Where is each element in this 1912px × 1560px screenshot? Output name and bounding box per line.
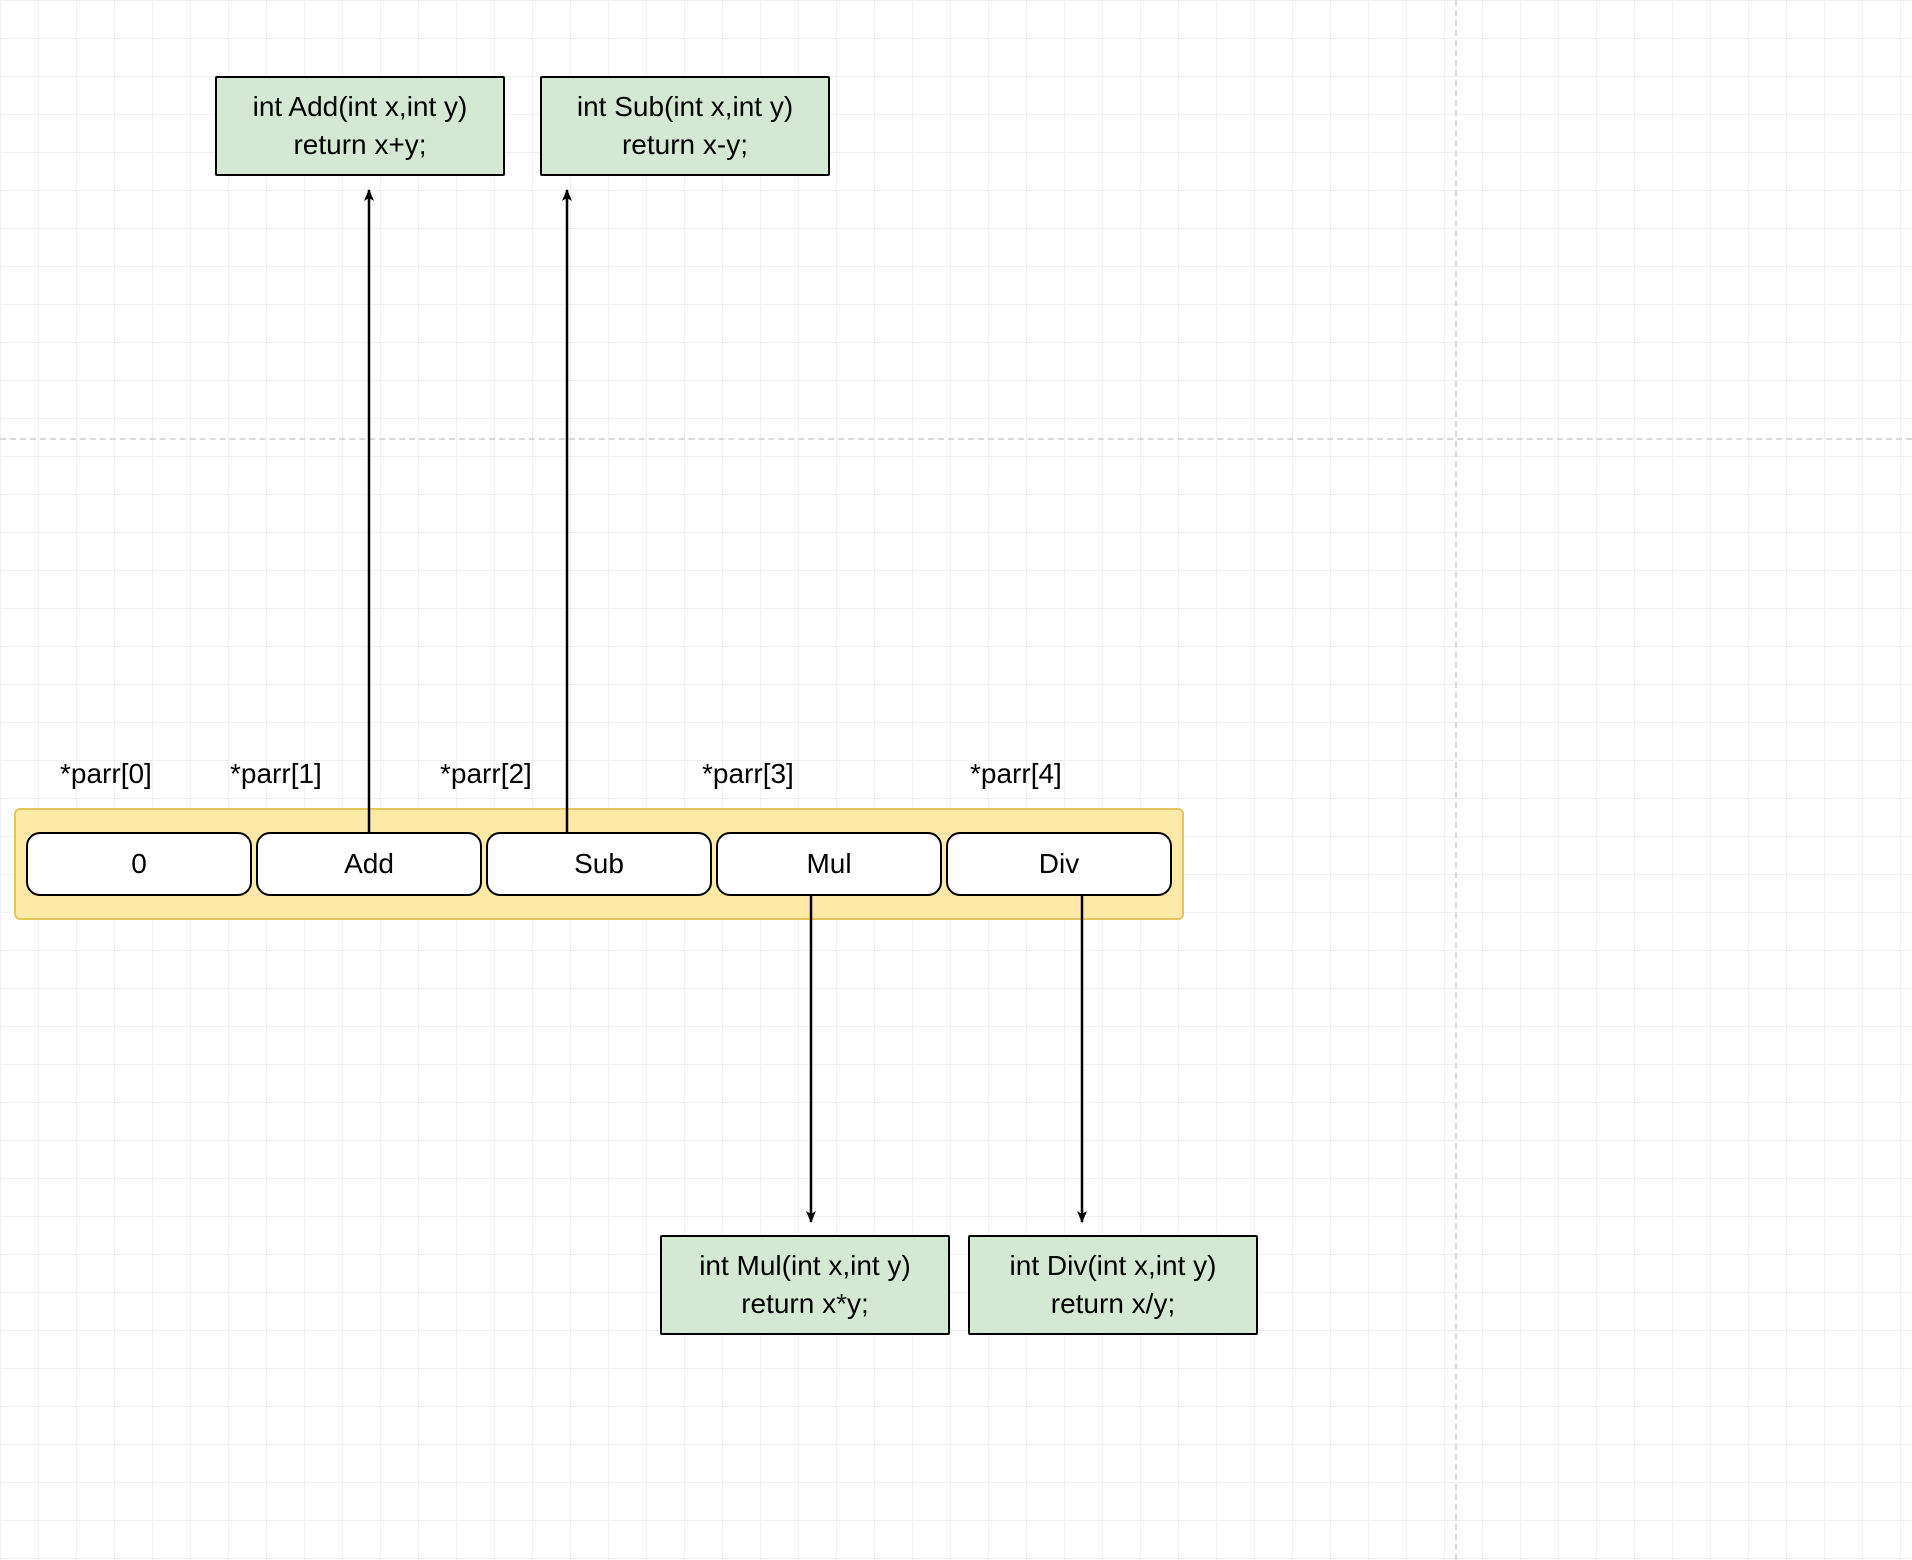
- func-box-sub: int Sub(int x,int y) return x-y;: [540, 76, 830, 176]
- array-label-1: *parr[1]: [230, 758, 322, 790]
- func-add-body: return x+y;: [293, 126, 426, 164]
- func-sub-body: return x-y;: [622, 126, 748, 164]
- func-mul-body: return x*y;: [741, 1285, 869, 1323]
- func-box-add: int Add(int x,int y) return x+y;: [215, 76, 505, 176]
- array-cell-3: Mul: [716, 832, 942, 896]
- array-label-2: *parr[2]: [440, 758, 532, 790]
- array-label-4: *parr[4]: [970, 758, 1062, 790]
- array-label-3: *parr[3]: [702, 758, 794, 790]
- func-div-signature: int Div(int x,int y): [1010, 1247, 1217, 1285]
- func-box-mul: int Mul(int x,int y) return x*y;: [660, 1235, 950, 1335]
- func-div-body: return x/y;: [1051, 1285, 1175, 1323]
- array-cell-2: Sub: [486, 832, 712, 896]
- array-cell-1: Add: [256, 832, 482, 896]
- func-box-div: int Div(int x,int y) return x/y;: [968, 1235, 1258, 1335]
- dashed-guide-horizontal: [0, 438, 1912, 440]
- func-sub-signature: int Sub(int x,int y): [577, 88, 793, 126]
- array-label-0: *parr[0]: [60, 758, 152, 790]
- func-mul-signature: int Mul(int x,int y): [699, 1247, 911, 1285]
- array-cell-0: 0: [26, 832, 252, 896]
- array-cell-4: Div: [946, 832, 1172, 896]
- func-add-signature: int Add(int x,int y): [253, 88, 468, 126]
- dashed-guide-vertical: [1455, 0, 1457, 1560]
